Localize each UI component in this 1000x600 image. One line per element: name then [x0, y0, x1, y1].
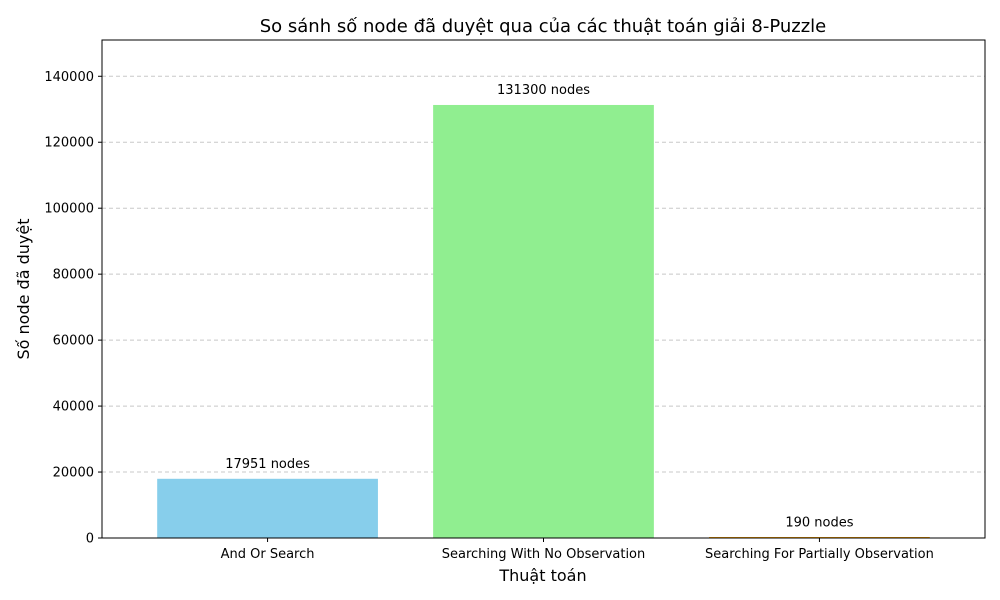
x-axis-label: Thuật toán: [498, 566, 586, 585]
x-axis-ticks: And Or Search Searching With No Observati…: [221, 538, 934, 562]
x-tick-label: Searching With No Observation: [442, 547, 646, 562]
y-tick-label: 100000: [44, 202, 94, 217]
y-tick-label: 20000: [53, 466, 94, 481]
bar-value-label: 190 nodes: [785, 515, 853, 530]
bar-value-label: 131300 nodes: [497, 83, 590, 98]
bar: [157, 478, 378, 538]
bar-value-label: 17951 nodes: [225, 457, 310, 472]
y-tick-label: 140000: [44, 70, 94, 85]
x-tick-label: Searching For Partially Observation: [705, 547, 934, 562]
bar-value-labels: 17951 nodes 131300 nodes 190 nodes: [225, 83, 854, 530]
y-tick-label: 40000: [53, 400, 94, 415]
y-tick-label: 120000: [44, 136, 94, 151]
y-axis-ticks: 0 20000 40000 60000 80000 100000 120000 140000: [44, 70, 102, 547]
y-axis-label: Số node đã duyệt: [14, 219, 33, 360]
bar: [433, 104, 654, 539]
y-tick-label: 80000: [53, 268, 94, 283]
chart-title: So sánh số node đã duyệt qua của các thu…: [260, 16, 827, 37]
x-tick-label: And Or Search: [221, 547, 315, 562]
y-tick-label: 60000: [53, 334, 94, 349]
bars: [157, 104, 930, 539]
y-tick-label: 0: [86, 532, 94, 547]
